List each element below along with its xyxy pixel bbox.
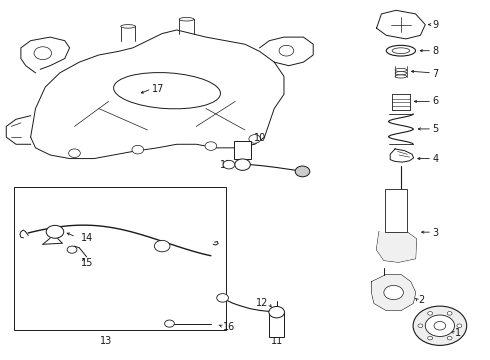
Text: 7: 7 xyxy=(433,68,439,78)
Circle shape xyxy=(428,312,433,315)
Circle shape xyxy=(46,225,64,238)
Text: 13: 13 xyxy=(100,337,112,346)
Ellipse shape xyxy=(395,68,407,72)
Bar xyxy=(14,187,225,330)
Circle shape xyxy=(165,320,174,327)
Circle shape xyxy=(249,135,261,143)
Circle shape xyxy=(447,336,452,340)
Bar xyxy=(270,313,284,337)
Circle shape xyxy=(434,321,446,330)
Polygon shape xyxy=(372,275,416,310)
Circle shape xyxy=(154,240,170,252)
Text: 10: 10 xyxy=(254,133,266,143)
Ellipse shape xyxy=(114,73,220,109)
Circle shape xyxy=(205,142,217,150)
Circle shape xyxy=(413,306,466,345)
Bar xyxy=(234,141,251,159)
Circle shape xyxy=(279,45,294,56)
Circle shape xyxy=(384,285,403,300)
Text: 8: 8 xyxy=(433,46,439,56)
Ellipse shape xyxy=(395,72,407,75)
Text: 17: 17 xyxy=(152,84,165,94)
Circle shape xyxy=(269,306,285,318)
Polygon shape xyxy=(376,232,416,262)
Circle shape xyxy=(447,312,452,315)
Ellipse shape xyxy=(392,48,410,54)
Bar xyxy=(385,189,407,232)
Circle shape xyxy=(132,145,144,154)
Text: 15: 15 xyxy=(80,258,93,268)
Circle shape xyxy=(425,315,455,337)
Text: 3: 3 xyxy=(433,228,439,238)
Ellipse shape xyxy=(395,75,407,78)
Text: 4: 4 xyxy=(433,154,439,164)
Text: 2: 2 xyxy=(418,296,424,305)
Ellipse shape xyxy=(386,45,416,56)
Text: 1: 1 xyxy=(455,328,461,338)
Circle shape xyxy=(235,159,250,170)
Ellipse shape xyxy=(179,18,194,21)
Text: 11: 11 xyxy=(270,337,283,346)
Circle shape xyxy=(34,47,51,60)
Circle shape xyxy=(67,246,77,253)
Circle shape xyxy=(428,336,433,340)
Circle shape xyxy=(69,149,80,157)
Circle shape xyxy=(223,160,235,169)
Circle shape xyxy=(457,324,462,328)
Text: 9: 9 xyxy=(433,19,439,30)
Text: 14: 14 xyxy=(80,233,93,243)
Circle shape xyxy=(217,294,228,302)
Text: 12: 12 xyxy=(256,298,269,308)
Text: 16: 16 xyxy=(222,322,235,332)
Ellipse shape xyxy=(121,24,135,28)
Circle shape xyxy=(418,324,423,328)
Text: 6: 6 xyxy=(433,96,439,107)
Text: 5: 5 xyxy=(433,124,439,134)
Text: 12: 12 xyxy=(220,160,233,170)
Circle shape xyxy=(295,166,310,177)
